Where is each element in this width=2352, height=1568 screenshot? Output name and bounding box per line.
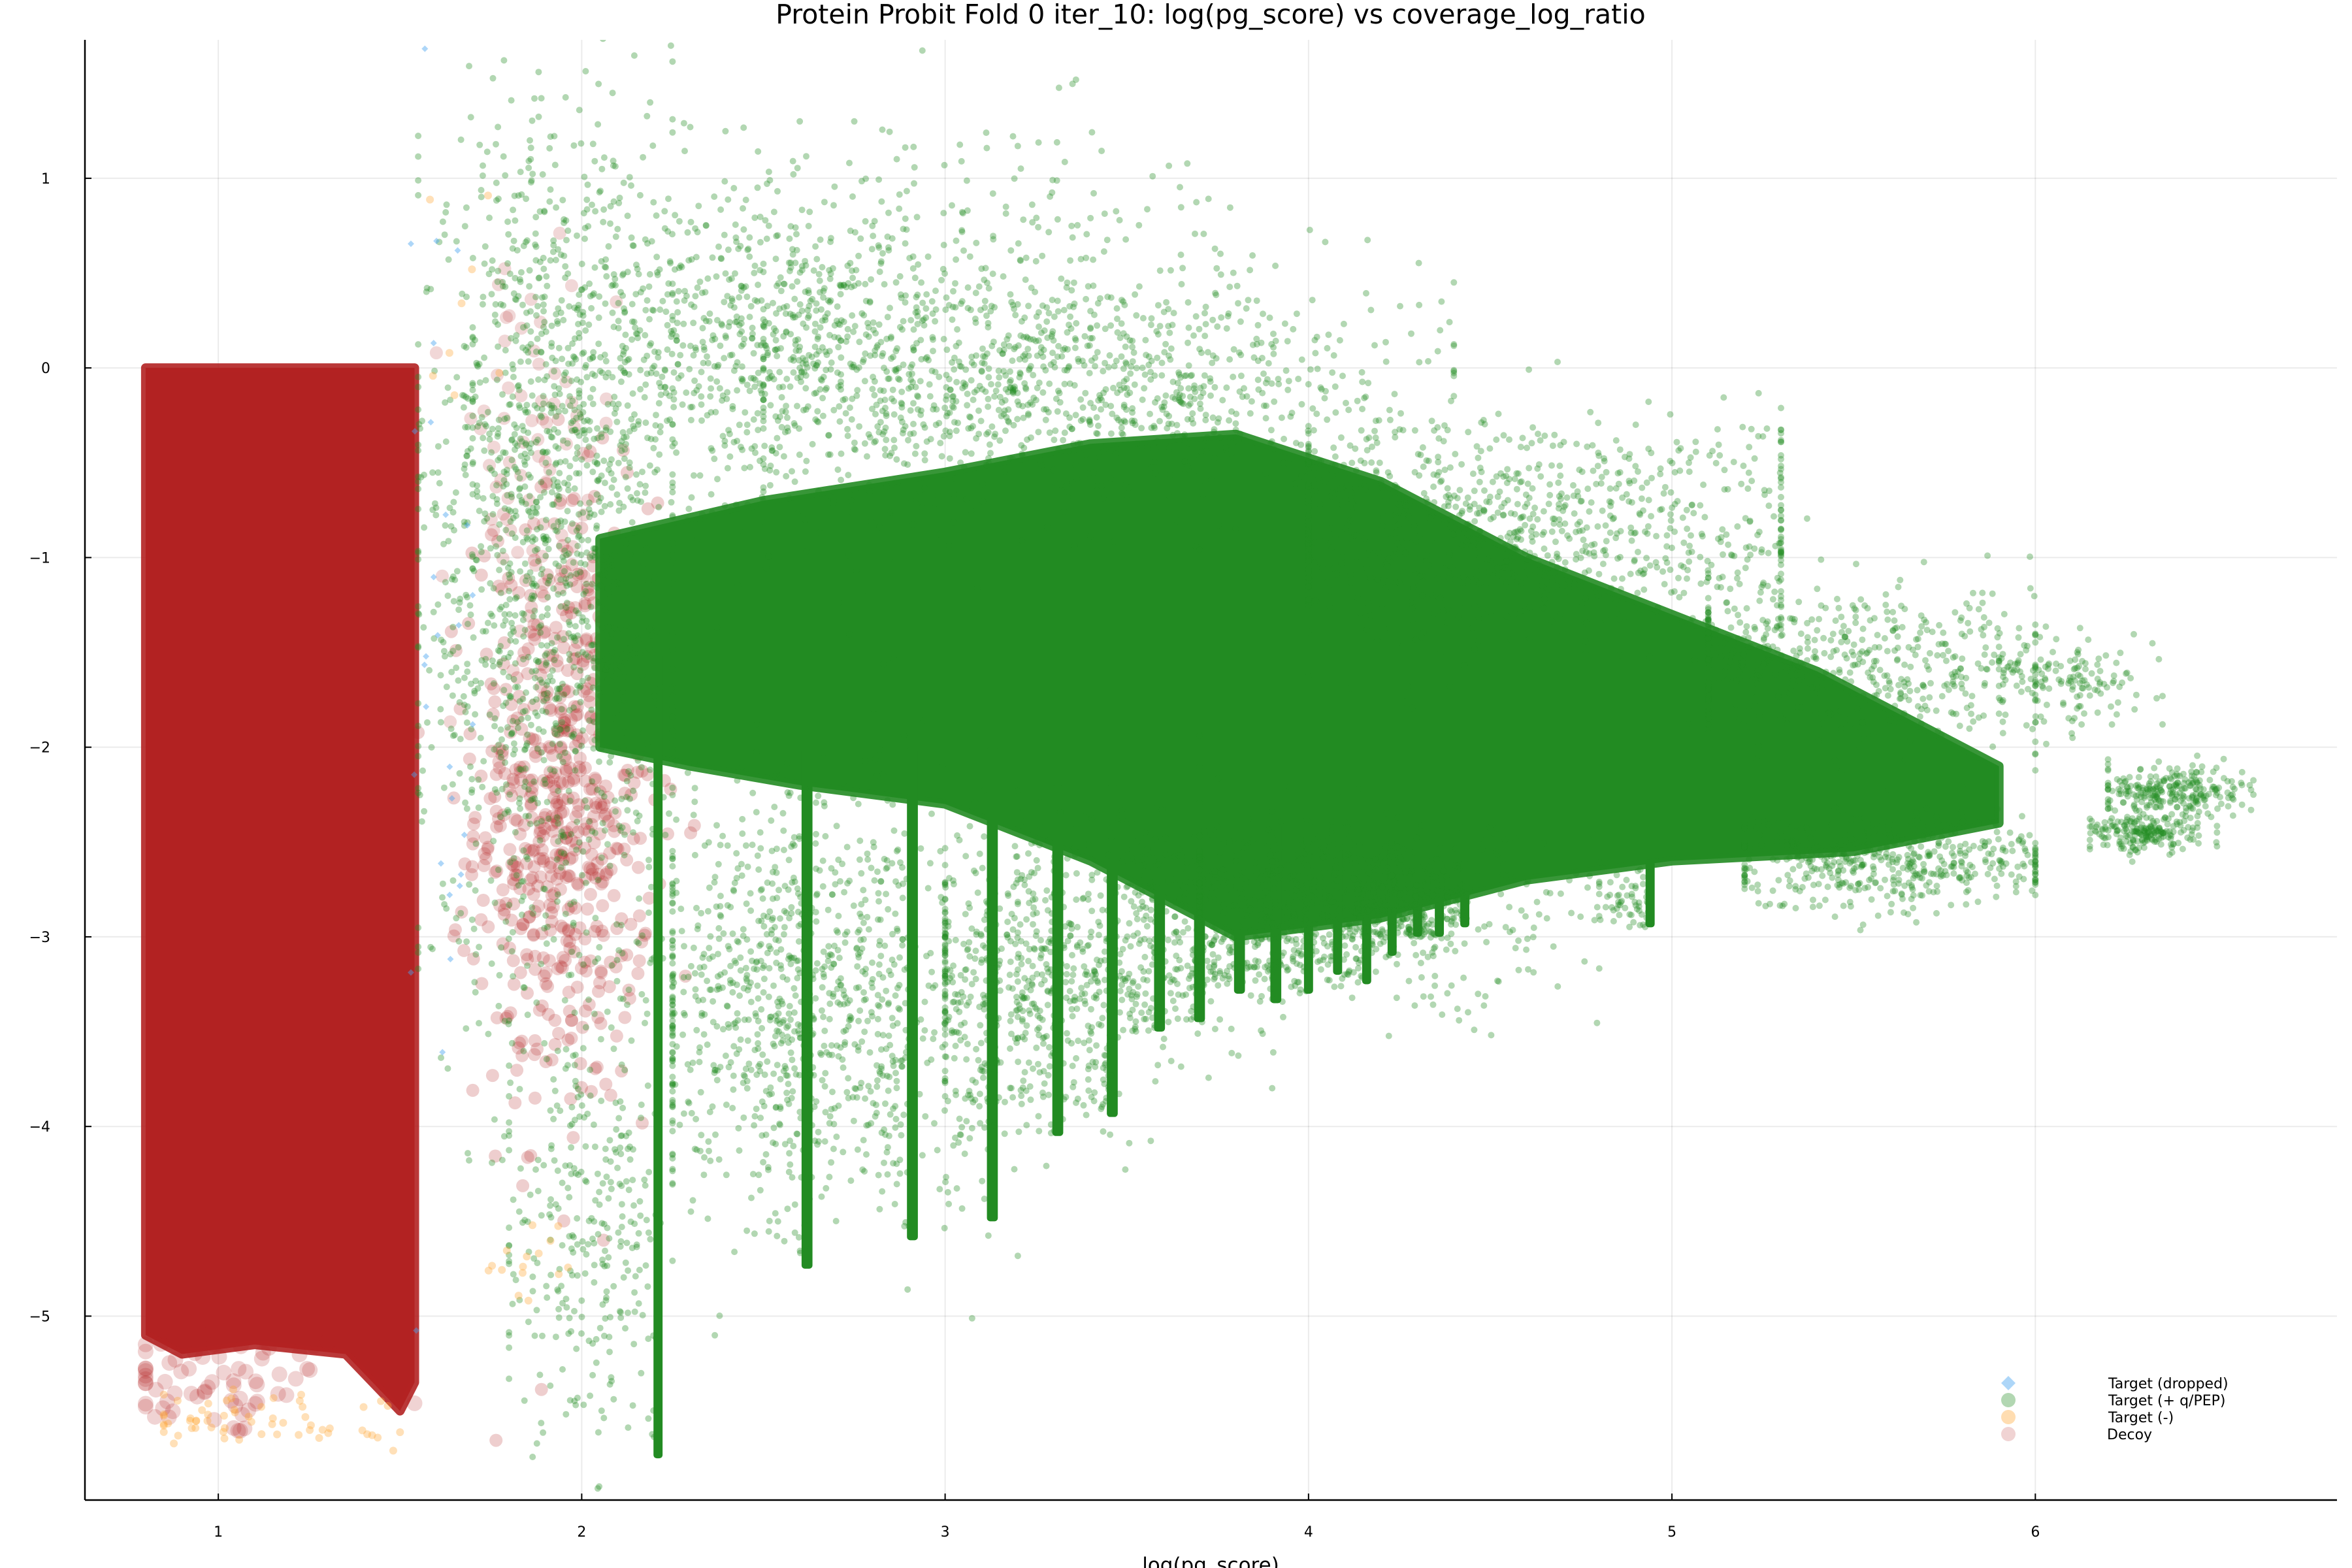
dense-stripe <box>987 747 998 1222</box>
legend-label: Decoy <box>2107 1427 2152 1443</box>
x-axis-label: log(pg_score) <box>1142 1554 1279 1568</box>
dense-stripe <box>1362 841 1371 985</box>
plot-area <box>137 40 2257 1492</box>
dense-stripe <box>1107 785 1118 1117</box>
x-tick-label: 5 <box>1667 1524 1676 1541</box>
y-tick-label: −5 <box>29 1309 50 1325</box>
dense-stripe <box>1270 823 1282 1004</box>
y-tick-label: −3 <box>29 930 50 946</box>
y-tick-label: −2 <box>29 740 50 757</box>
circle-marker-icon <box>2001 1393 2016 1407</box>
x-tick-label: 4 <box>1304 1524 1313 1541</box>
legend-label: Target (+ q/PEP) <box>2108 1393 2225 1409</box>
dense-stripe <box>1645 860 1655 928</box>
dense-stripe <box>653 652 663 1459</box>
dense-stripe <box>1333 841 1343 975</box>
legend-item-target-qpep: Target (+ q/PEP) <box>2001 1393 2225 1409</box>
dense-stripe <box>1194 804 1205 1022</box>
x-ticks: 1 2 3 4 5 6 <box>214 1494 2040 1541</box>
outlier-point <box>851 118 858 125</box>
x-tick-label: 3 <box>941 1524 950 1541</box>
circle-marker-icon <box>2001 1410 2016 1424</box>
dense-stripe <box>1435 860 1445 937</box>
outlier-point <box>1072 76 1079 83</box>
legend-label: Target (-) <box>2108 1410 2174 1426</box>
x-tick-label: 6 <box>2031 1524 2040 1541</box>
axes: 1 2 3 4 5 6 1 0 −1 −2 −3 −4 −5 <box>29 40 2337 1541</box>
y-tick-label: −1 <box>29 550 50 566</box>
dense-region <box>140 363 419 1416</box>
series-layer <box>137 40 2257 1492</box>
dense-stripe <box>1303 823 1313 994</box>
series-target <box>159 191 572 1455</box>
series-decoy <box>137 226 702 1447</box>
dense-stripe <box>1460 860 1469 928</box>
diamond-marker-icon <box>2001 1376 2016 1390</box>
legend-item-target-negative: Target (-) <box>2001 1410 2174 1426</box>
dense-stripe <box>801 747 813 1269</box>
y-tick-label: −4 <box>29 1119 50 1135</box>
outlier-point <box>1014 142 1021 150</box>
dense-region <box>595 429 2004 941</box>
outlier-point <box>796 365 804 372</box>
chart-title: Protein Probit Fold 0 iter_10: log(pg_sc… <box>776 0 1645 30</box>
dense-stripe <box>1387 841 1397 956</box>
dense-stripe <box>1154 804 1166 1032</box>
legend: Target (dropped) Target (+ q/PEP) Target… <box>2001 1376 2229 1443</box>
dense-stripe <box>907 747 918 1241</box>
series-target-q-pep <box>415 40 2257 1492</box>
dense-stripe <box>1233 823 1245 994</box>
y-tick-label: 1 <box>41 171 50 188</box>
x-tick-label: 1 <box>214 1524 223 1541</box>
circle-marker-icon <box>2001 1427 2016 1441</box>
y-ticks: 1 0 −1 −2 −3 −4 −5 <box>29 171 91 1325</box>
legend-item-target-dropped: Target (dropped) <box>2001 1376 2229 1392</box>
dense-stripe <box>1052 785 1064 1136</box>
series-target-dropped <box>407 45 476 1334</box>
legend-label: Target (dropped) <box>2108 1376 2229 1392</box>
dense-stripe <box>1413 841 1422 937</box>
outlier-point <box>1087 214 1094 221</box>
y-tick-label: 0 <box>41 361 50 377</box>
legend-item-decoy: Decoy <box>2001 1427 2152 1443</box>
x-tick-label: 2 <box>577 1524 586 1541</box>
outlier-point <box>796 118 804 125</box>
